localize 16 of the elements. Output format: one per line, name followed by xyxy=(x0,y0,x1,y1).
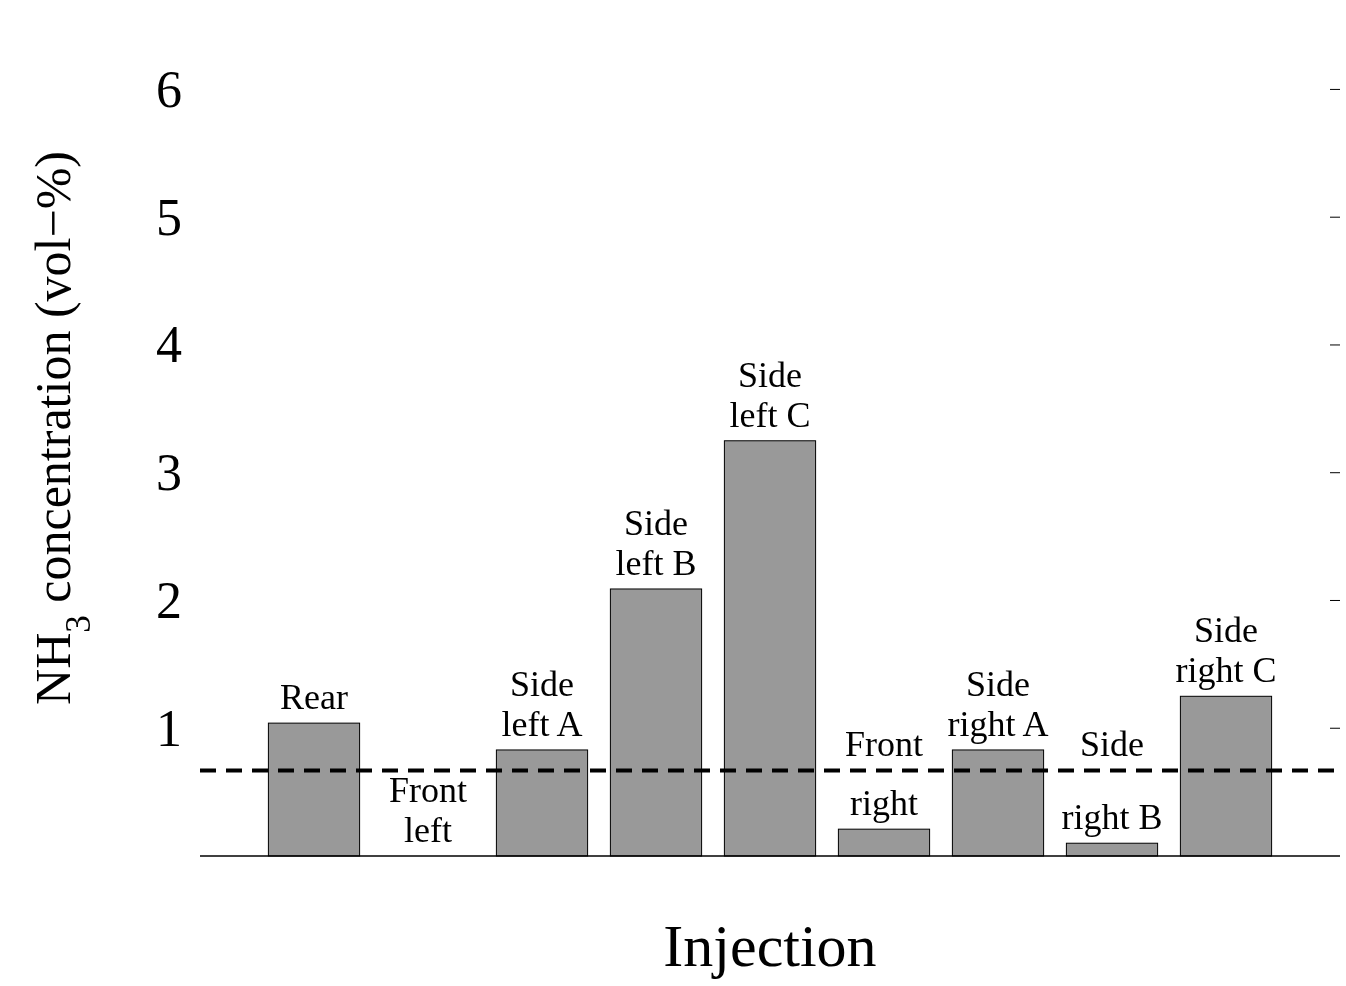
y-tick-label: 6 xyxy=(156,60,182,118)
y-tick-label: 3 xyxy=(156,444,182,502)
x-tick-label: Side left B xyxy=(615,502,697,583)
x-tick-label: Front right xyxy=(844,724,924,824)
x-axis-title: Injection xyxy=(663,913,877,979)
y-tick-label: 1 xyxy=(156,699,182,757)
x-tick-label: Side left A xyxy=(501,663,583,744)
x-tick-label: Rear xyxy=(280,677,348,718)
x-tick-label: Side right A xyxy=(947,663,1049,744)
x-tick-label: Side right B xyxy=(1061,724,1163,838)
x-tick-label: Side left C xyxy=(729,354,811,435)
x-tick-label: Side right C xyxy=(1175,610,1277,691)
y-tick-label: 5 xyxy=(156,188,182,246)
y-tick-label: 4 xyxy=(156,316,182,374)
y-tick-label: 2 xyxy=(156,571,182,629)
x-tick-label: Front left xyxy=(388,770,468,850)
